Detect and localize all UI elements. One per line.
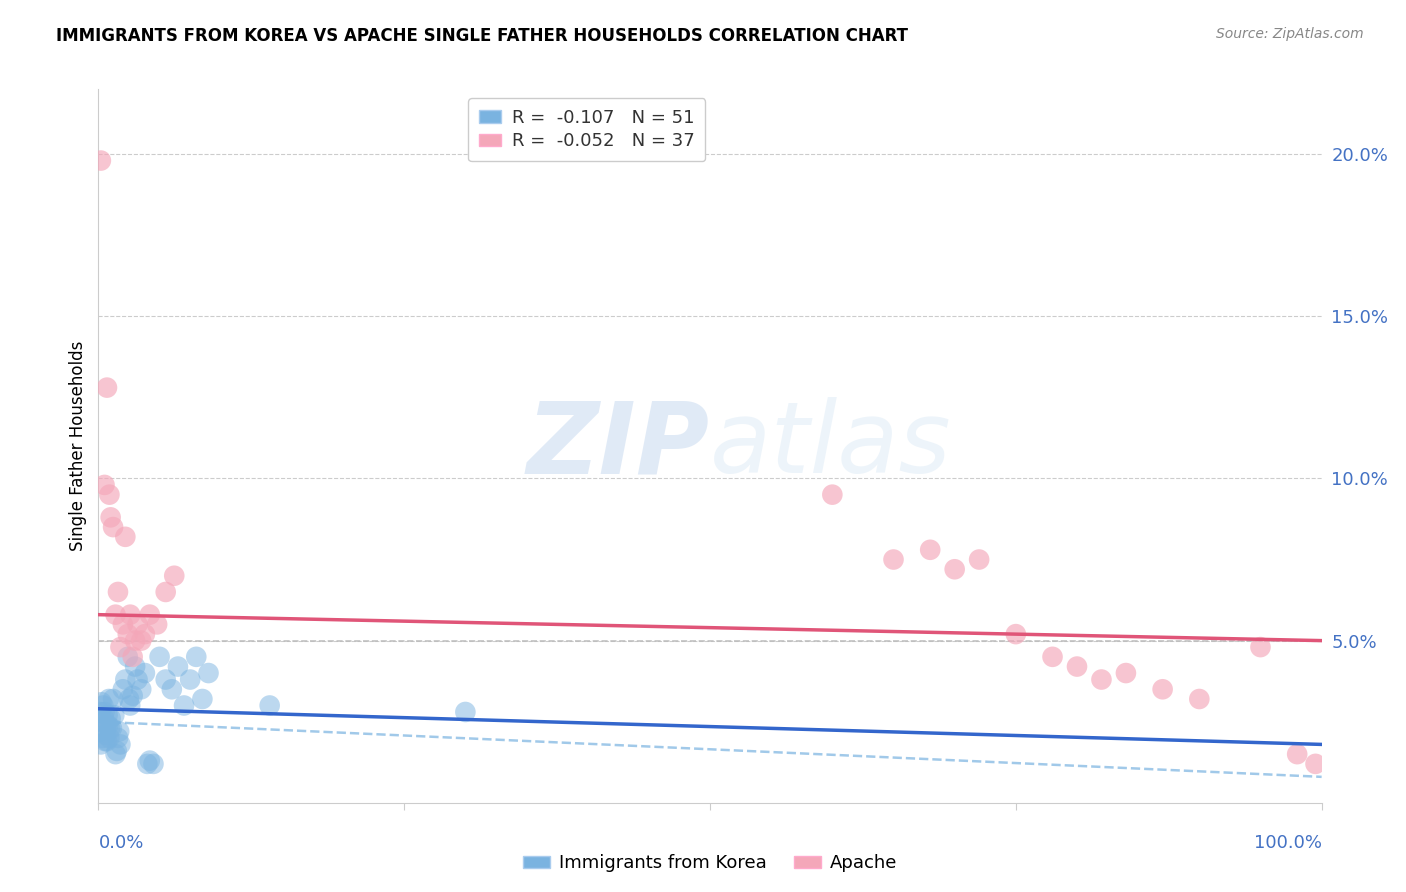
- Point: [1042, 649, 1064, 664]
- Point: [107, 585, 129, 599]
- Point: [186, 649, 208, 664]
- Y-axis label: Single Father Households: Single Father Households: [69, 341, 87, 551]
- Point: [93, 478, 115, 492]
- Point: [104, 607, 127, 622]
- Point: [163, 568, 186, 582]
- Point: [98, 721, 121, 735]
- Point: [1152, 682, 1174, 697]
- Point: [104, 747, 127, 761]
- Point: [129, 682, 152, 697]
- Point: [454, 705, 477, 719]
- Point: [90, 695, 112, 709]
- Point: [121, 649, 143, 664]
- Point: [1305, 756, 1327, 771]
- Point: [127, 673, 149, 687]
- Point: [97, 692, 120, 706]
- Point: [173, 698, 195, 713]
- Point: [134, 666, 156, 681]
- Point: [967, 552, 990, 566]
- Point: [124, 633, 146, 648]
- Point: [136, 756, 159, 771]
- Point: [1004, 627, 1026, 641]
- Point: [821, 488, 844, 502]
- Point: [1188, 692, 1211, 706]
- Point: [191, 692, 214, 706]
- Point: [129, 633, 152, 648]
- Point: [111, 617, 134, 632]
- Point: [96, 734, 118, 748]
- Point: [120, 698, 142, 713]
- Point: [1250, 640, 1272, 654]
- Point: [101, 721, 124, 735]
- Point: [90, 738, 112, 752]
- Point: [100, 711, 122, 725]
- Point: [121, 689, 143, 703]
- Point: [107, 731, 129, 745]
- Point: [111, 682, 134, 697]
- Point: [149, 649, 172, 664]
- Point: [90, 153, 112, 168]
- Point: [259, 698, 281, 713]
- Point: [943, 562, 966, 576]
- Point: [97, 708, 120, 723]
- Text: atlas: atlas: [710, 398, 952, 494]
- Point: [1115, 666, 1137, 681]
- Point: [167, 659, 190, 673]
- Point: [98, 731, 121, 745]
- Point: [96, 718, 118, 732]
- Point: [89, 705, 111, 719]
- Point: [1066, 659, 1088, 673]
- Text: 0.0%: 0.0%: [98, 834, 143, 852]
- Point: [93, 705, 115, 719]
- Point: [920, 542, 942, 557]
- Text: IMMIGRANTS FROM KOREA VS APACHE SINGLE FATHER HOUSEHOLDS CORRELATION CHART: IMMIGRANTS FROM KOREA VS APACHE SINGLE F…: [56, 27, 908, 45]
- Point: [142, 756, 165, 771]
- Point: [139, 607, 162, 622]
- Point: [103, 708, 125, 723]
- Point: [108, 724, 131, 739]
- Point: [96, 381, 118, 395]
- Point: [98, 488, 121, 502]
- Point: [91, 731, 114, 745]
- Point: [118, 692, 141, 706]
- Text: Source: ZipAtlas.com: Source: ZipAtlas.com: [1216, 27, 1364, 41]
- Text: 100.0%: 100.0%: [1254, 834, 1322, 852]
- Point: [91, 698, 114, 713]
- Point: [197, 666, 219, 681]
- Point: [101, 520, 124, 534]
- Point: [179, 673, 201, 687]
- Point: [1286, 747, 1309, 761]
- Point: [117, 627, 139, 641]
- Point: [93, 711, 115, 725]
- Point: [134, 627, 156, 641]
- Point: [91, 714, 114, 729]
- Point: [155, 585, 177, 599]
- Point: [127, 617, 149, 632]
- Legend: Immigrants from Korea, Apache: Immigrants from Korea, Apache: [516, 847, 904, 880]
- Point: [114, 530, 136, 544]
- Point: [117, 649, 139, 664]
- Point: [155, 673, 177, 687]
- Point: [89, 724, 111, 739]
- Point: [139, 754, 162, 768]
- Point: [110, 738, 132, 752]
- Point: [124, 659, 146, 673]
- Point: [146, 617, 169, 632]
- Point: [160, 682, 183, 697]
- Point: [883, 552, 905, 566]
- Point: [101, 692, 124, 706]
- Point: [100, 510, 122, 524]
- Point: [114, 673, 136, 687]
- Point: [105, 744, 128, 758]
- Point: [110, 640, 132, 654]
- Point: [97, 718, 120, 732]
- Point: [120, 607, 142, 622]
- Point: [1090, 673, 1112, 687]
- Text: ZIP: ZIP: [527, 398, 710, 494]
- Point: [94, 728, 117, 742]
- Point: [94, 734, 117, 748]
